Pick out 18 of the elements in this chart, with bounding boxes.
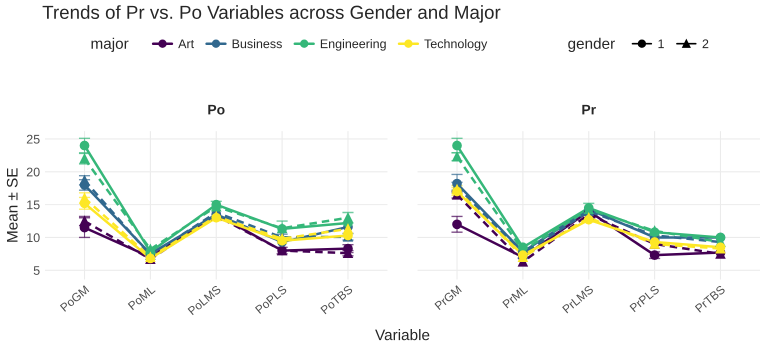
y-tick-label: 20 xyxy=(26,168,40,176)
legend-label: Business xyxy=(232,39,282,48)
y-tick-label: 5 xyxy=(34,266,40,275)
y-tick-label: 15 xyxy=(27,200,40,210)
text: gender xyxy=(568,38,615,52)
text: 1 xyxy=(658,39,664,48)
legend-label: Technology xyxy=(424,39,488,51)
chart-title: Trends of Pr vs. Po Variables across Gender and Major xyxy=(42,5,500,23)
y-tick-label: 10 xyxy=(27,233,40,242)
chart-subtitle: Pr xyxy=(582,104,596,114)
chart-subtitle: Po xyxy=(208,104,225,115)
legend-label: Art xyxy=(178,39,194,48)
text: 2 xyxy=(702,39,708,48)
legend-label: Engineering xyxy=(320,39,386,51)
y-tick-label: 25 xyxy=(26,134,40,144)
y-axis-title: Mean ± SE xyxy=(6,168,18,242)
x-axis-title: Variable xyxy=(375,329,430,340)
legend-title: major xyxy=(92,38,128,52)
